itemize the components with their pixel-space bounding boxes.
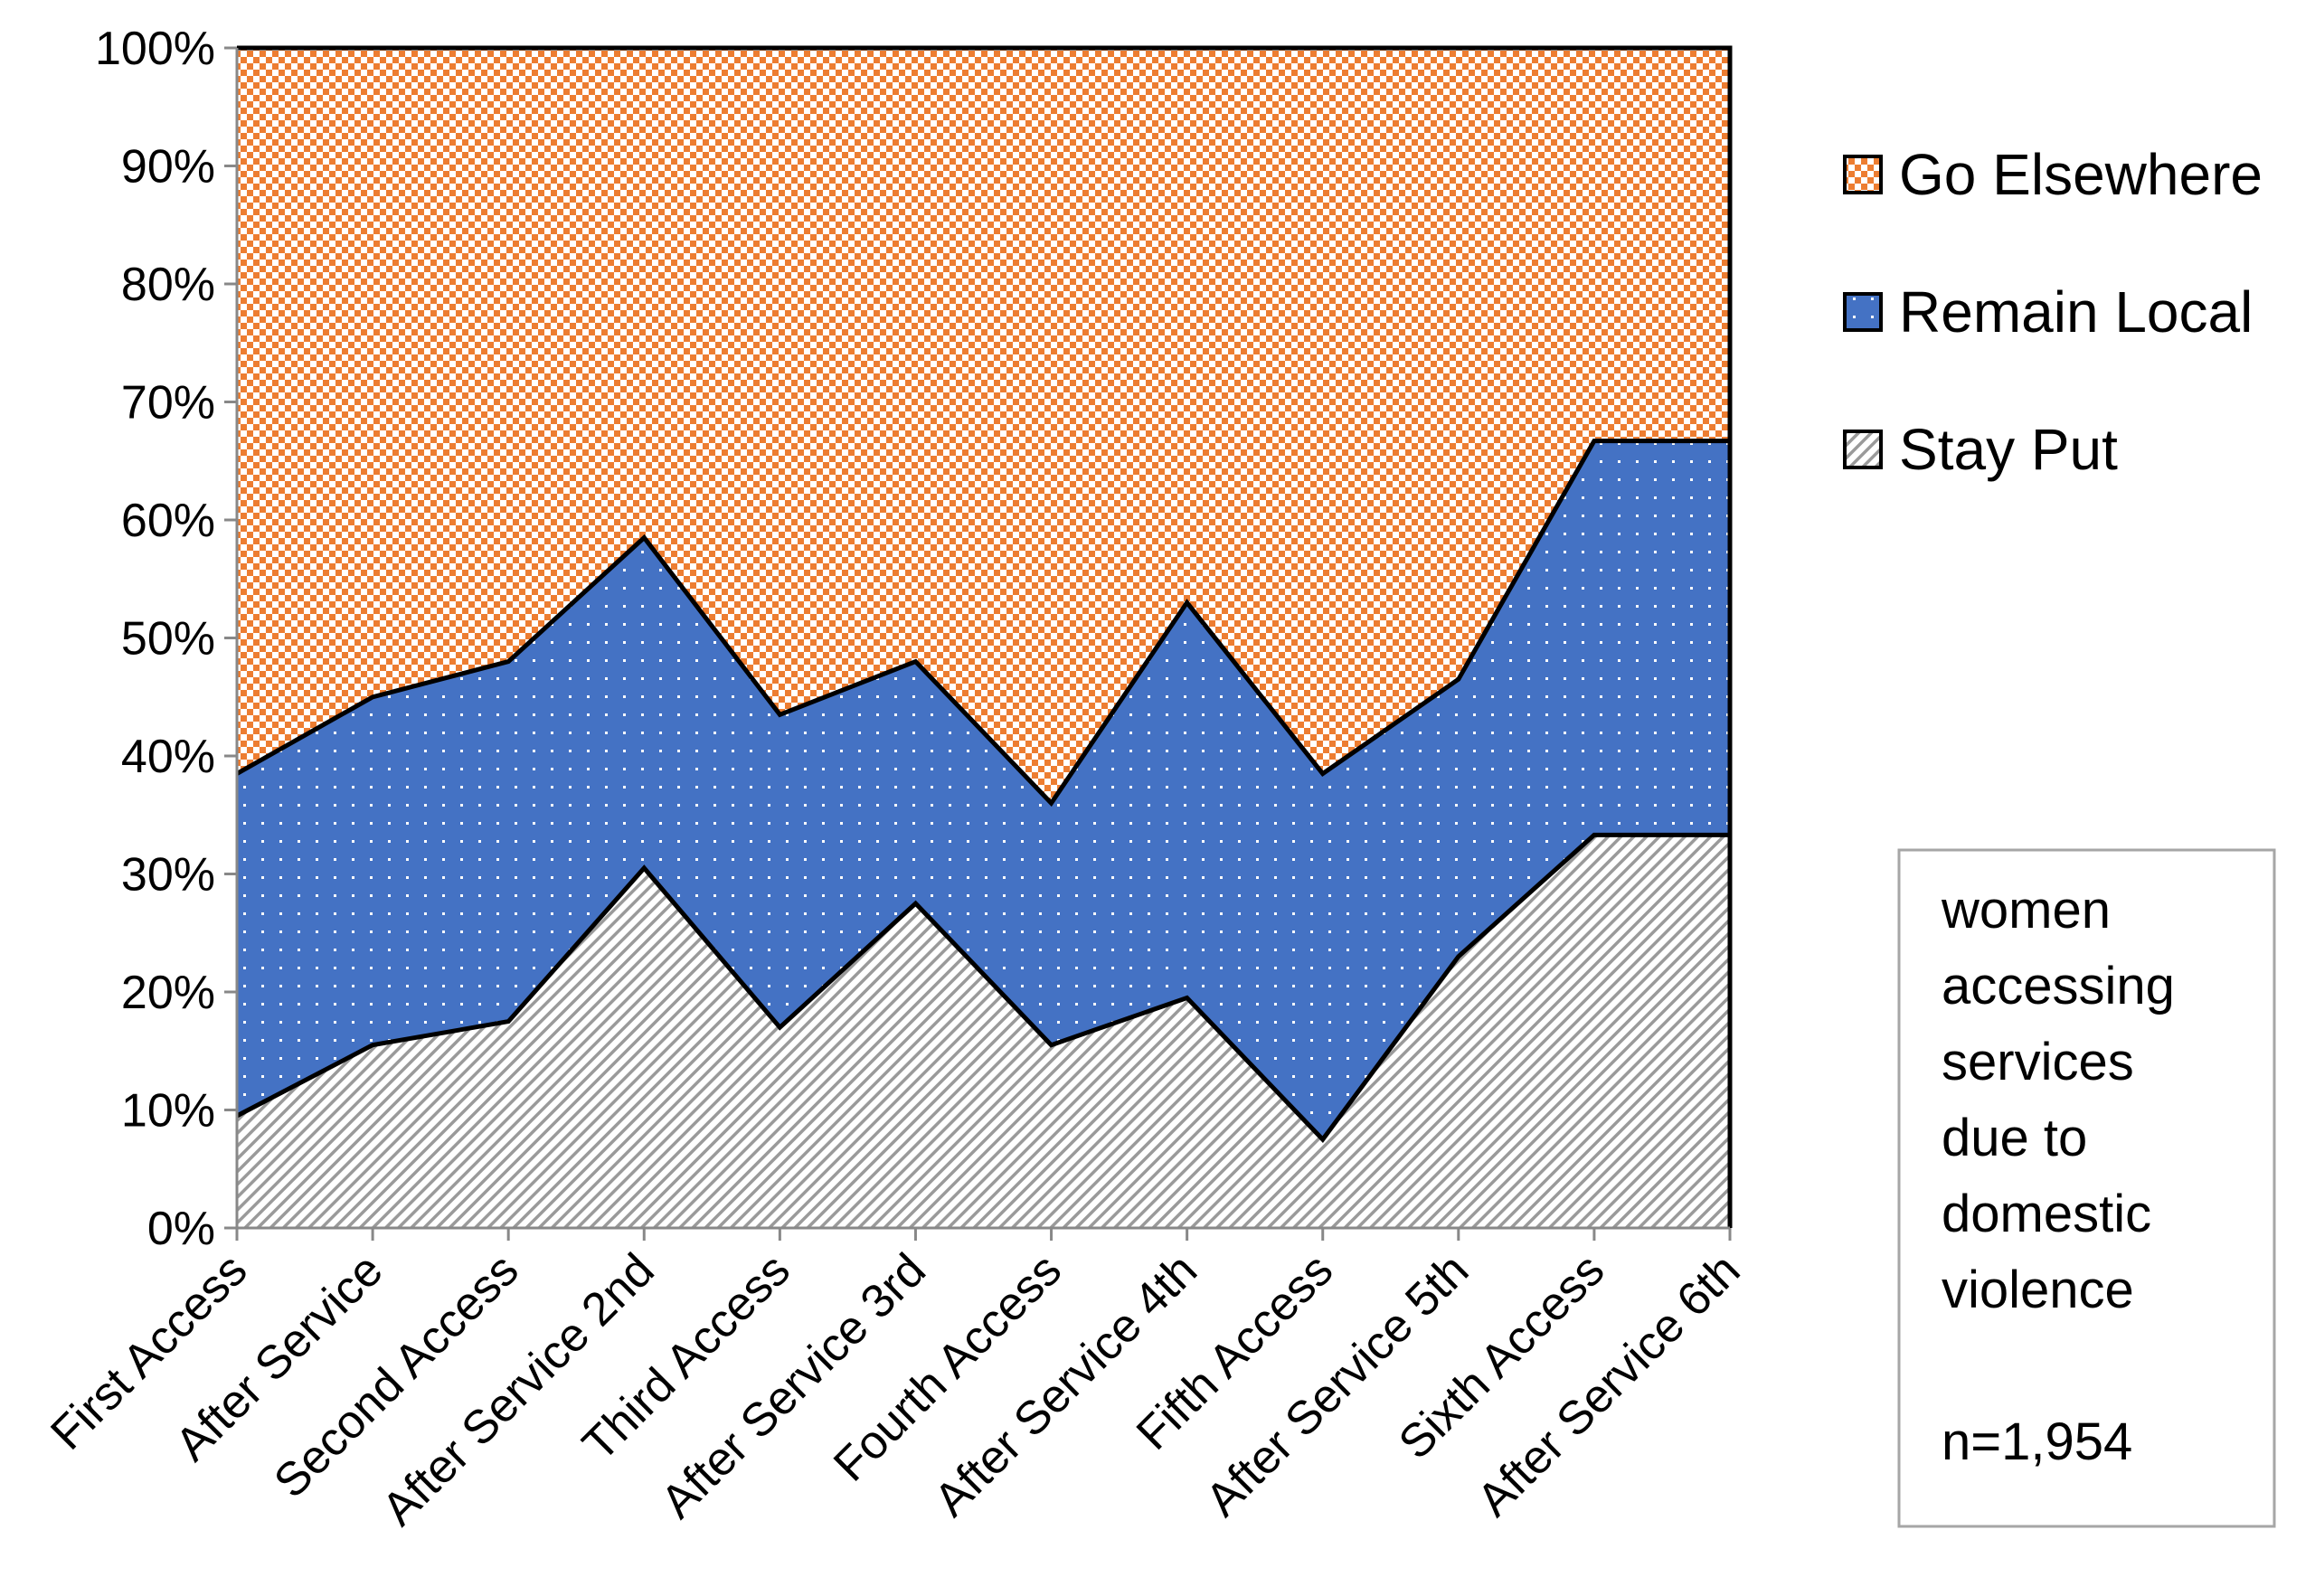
y-tick-label: 30% [121,849,215,902]
y-tick-label: 70% [121,377,215,430]
y-tick-label: 60% [121,495,215,547]
legend-label-stay-put: Stay Put [1899,417,2118,482]
y-tick-label: 90% [121,141,215,194]
annotation-line: violence [1942,1261,2134,1319]
legend-swatch-stay-put [1843,430,1883,469]
y-tick-label: 100% [95,23,215,75]
annotation-line: domestic [1942,1185,2151,1243]
annotation-line: accessing [1942,957,2175,1015]
boundary-line-stay-put [235,832,1730,1143]
legend: Go Elsewhere Remain Local Stay Put [1843,142,2263,482]
annotation-line: n=1,954 [1942,1412,2132,1471]
legend-label-go-elsewhere: Go Elsewhere [1899,142,2263,207]
y-tick-label: 40% [121,731,215,783]
annotation-frame [1897,848,2276,1528]
annotation-line: due to [1942,1109,2087,1167]
y-tick-label: 10% [121,1085,215,1138]
area-remain-local [237,440,1730,1140]
y-tick-label: 20% [121,967,215,1019]
annotation-box: women accessing services due to domestic viol… [1897,848,2276,1528]
y-axis: 0% 10% 20% 30% 40% 50% 60% 70% 80% 90% 100% [95,23,237,1255]
y-tick-label: 50% [121,613,215,666]
legend-swatch-remain-local [1843,292,1883,332]
y-tick-label: 0% [147,1203,215,1255]
y-tick-label: 80% [121,259,215,311]
boundary-line-remain-local [235,439,1730,807]
legend-label-remain-local: Remain Local [1899,279,2253,345]
area-go-elsewhere [237,48,1730,804]
plot-areas [235,45,1733,1230]
x-tick-label: Second Access [264,1243,528,1507]
annotation-line: women [1941,881,2111,940]
legend-swatch-go-elsewhere [1843,155,1883,194]
area-stay-put [237,835,1730,1228]
annotation-line: services [1942,1033,2134,1091]
plot-border [237,45,1733,1228]
